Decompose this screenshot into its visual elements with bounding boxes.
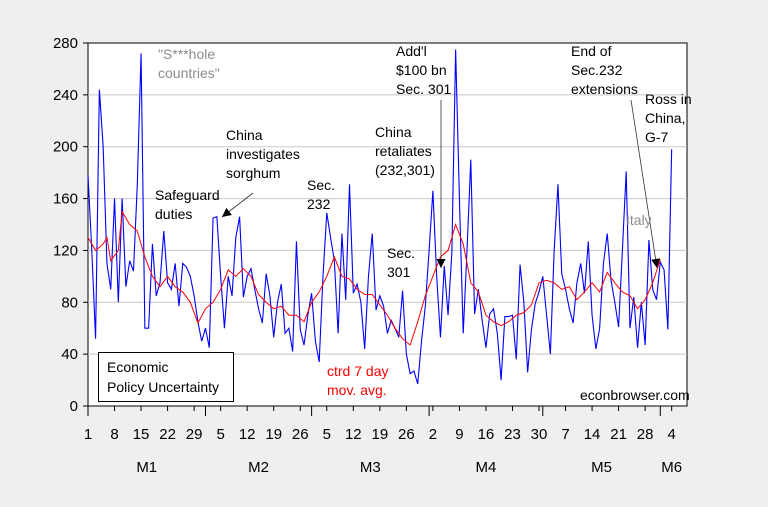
x-tick-label: 4	[667, 426, 675, 443]
y-tick-label: 0	[70, 398, 78, 415]
x-tick-label: 2	[429, 426, 437, 443]
x-tick-label: 26	[292, 426, 309, 443]
annotation-shithole: "S***hole countries"	[158, 46, 220, 81]
x-tick-label: 14	[584, 426, 601, 443]
annotation-ross-china: Ross in China, G-7	[645, 91, 692, 145]
annotation-addl-100bn: Add'l $100 bn Sec. 301	[396, 43, 452, 97]
month-label: M5	[591, 459, 612, 476]
x-tick-label: 7	[561, 426, 569, 443]
month-label: M4	[476, 459, 497, 476]
ma-label: ctrd 7 day mov. avg.	[327, 363, 389, 398]
annotation-china-retaliates: China retaliates (232,301)	[375, 124, 435, 178]
annotation-safeguard: Safeguard duties	[155, 187, 220, 222]
x-tick-label: 19	[371, 426, 388, 443]
x-tick-label: 23	[504, 426, 521, 443]
x-tick-label: 5	[216, 426, 224, 443]
month-label: M1	[136, 459, 157, 476]
addl-301-arrow-head-icon	[436, 259, 446, 268]
x-tick-label: 16	[478, 426, 495, 443]
end-232-arrow-line	[630, 99, 658, 269]
x-tick-label: 5	[323, 426, 331, 443]
x-tick-label: 21	[610, 426, 627, 443]
source-label: econbrowser.com	[580, 387, 690, 403]
x-tick-label: 30	[531, 426, 548, 443]
annotation-sec232: Sec. 232	[307, 177, 336, 212]
annotation-italy: Italy	[626, 212, 652, 228]
month-label: M6	[661, 459, 682, 476]
annotation-sorghum: China investigates sorghum	[226, 127, 300, 181]
x-tick-label: 29	[186, 426, 203, 443]
x-tick-label: 28	[637, 426, 654, 443]
x-tick-label: 8	[110, 426, 118, 443]
y-tick-label: 40	[61, 346, 78, 363]
y-tick-label: 160	[53, 191, 78, 208]
x-tick-label: 1	[84, 426, 92, 443]
y-tick-label: 240	[53, 87, 78, 104]
x-tick-label: 22	[159, 426, 176, 443]
x-tick-label: 9	[455, 426, 463, 443]
month-label: M2	[248, 459, 269, 476]
y-tick-label: 200	[53, 139, 78, 156]
month-label: M3	[360, 459, 381, 476]
sorghum-arrow-head-icon	[222, 207, 232, 217]
plot-area	[87, 42, 688, 407]
y-tick-label: 280	[53, 35, 78, 52]
y-tick-label: 80	[61, 294, 78, 311]
x-tick-label: 19	[265, 426, 282, 443]
moving-average-line	[87, 209, 661, 346]
epu-series-line	[87, 49, 673, 385]
legend-box: Economic Policy Uncertainty	[98, 352, 234, 402]
x-tick-label: 15	[133, 426, 150, 443]
annotation-end-sec232: End of Sec.232 extensions	[571, 43, 638, 97]
end-232-arrow-head-icon	[651, 258, 661, 268]
x-tick-label: 12	[239, 426, 256, 443]
x-tick-label: 12	[345, 426, 362, 443]
y-tick-label: 120	[53, 242, 78, 259]
annotation-sec301: Sec. 301	[387, 245, 416, 280]
x-tick-label: 26	[398, 426, 415, 443]
